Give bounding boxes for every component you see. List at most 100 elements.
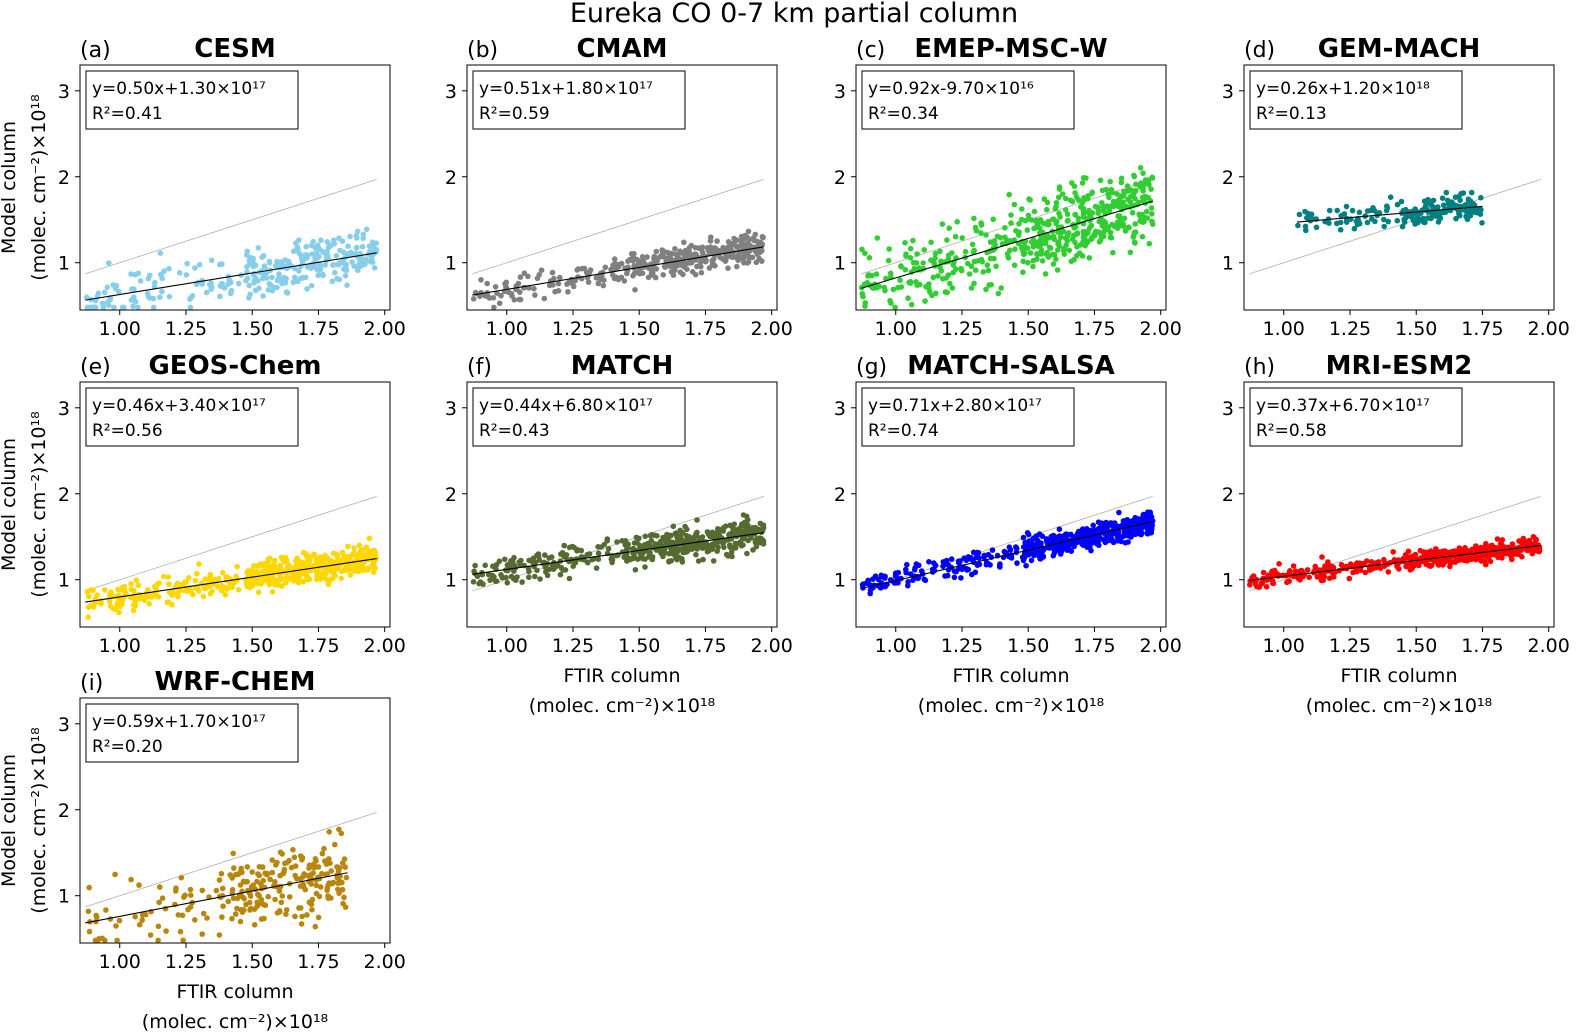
data-point <box>213 887 220 894</box>
data-point <box>1080 527 1086 533</box>
data-point <box>983 559 990 566</box>
data-point <box>1074 539 1080 546</box>
panel-title: MATCH-SALSA <box>907 351 1115 381</box>
data-point <box>281 869 287 875</box>
x-tick-label: 1.75 <box>684 635 726 657</box>
data-point <box>668 558 674 564</box>
data-point <box>636 535 642 542</box>
data-point <box>1021 243 1028 250</box>
data-point <box>333 252 340 259</box>
fit-annotation-box <box>861 70 1075 130</box>
data-point <box>482 562 489 569</box>
data-point <box>1083 237 1089 244</box>
data-point <box>358 262 365 269</box>
data-point <box>734 263 740 270</box>
data-point <box>104 284 111 291</box>
data-point <box>314 570 320 576</box>
data-point <box>237 882 244 888</box>
data-point <box>729 544 736 551</box>
data-point <box>510 563 517 569</box>
data-point <box>1474 209 1480 216</box>
data-point <box>341 266 347 272</box>
data-point <box>219 914 225 920</box>
data-point <box>1361 561 1367 568</box>
y-tick-label: 3 <box>58 81 70 103</box>
data-point <box>631 262 637 269</box>
data-point <box>928 257 934 264</box>
data-point <box>259 864 266 870</box>
data-point <box>128 876 134 883</box>
x-tick-label: 2.00 <box>1140 635 1182 657</box>
data-point <box>1370 205 1376 211</box>
data-point <box>244 864 251 870</box>
data-point <box>1095 210 1101 216</box>
data-point <box>1409 215 1416 222</box>
data-point <box>511 568 517 574</box>
data-point <box>682 549 689 555</box>
data-point <box>707 533 713 540</box>
data-point <box>1462 207 1469 214</box>
data-point <box>1481 553 1488 559</box>
data-point <box>745 537 751 544</box>
data-point <box>274 910 281 916</box>
data-point <box>543 569 549 575</box>
panel-label: (i) <box>80 671 103 696</box>
scatter-points <box>84 535 380 620</box>
data-point <box>938 258 944 265</box>
data-point <box>255 589 262 595</box>
data-point <box>645 274 652 281</box>
data-point <box>1025 212 1032 219</box>
data-point <box>679 537 685 543</box>
data-point <box>946 225 952 231</box>
data-point <box>972 267 979 274</box>
data-point <box>86 884 92 891</box>
data-point <box>503 574 509 581</box>
data-point <box>297 570 303 577</box>
data-point <box>1443 189 1450 196</box>
data-point <box>910 259 917 266</box>
data-point <box>1405 548 1412 555</box>
data-point <box>470 579 477 585</box>
data-point <box>255 278 261 284</box>
data-point <box>1079 253 1086 259</box>
data-point <box>632 287 638 293</box>
data-point <box>297 853 304 859</box>
data-point <box>740 512 747 518</box>
scatter-points <box>470 228 766 311</box>
data-point <box>235 871 242 877</box>
data-point <box>1314 574 1321 580</box>
data-point <box>330 262 337 268</box>
data-point <box>989 547 996 553</box>
data-point <box>517 562 524 568</box>
data-point <box>1399 223 1406 230</box>
data-point <box>974 549 981 556</box>
data-point <box>962 248 969 255</box>
data-point <box>971 215 977 222</box>
data-point <box>1086 535 1092 542</box>
data-point <box>756 255 762 262</box>
y-axis-label-line1: Model column <box>0 754 20 887</box>
data-point <box>1001 548 1008 555</box>
data-point <box>610 272 616 278</box>
data-point <box>956 560 962 566</box>
data-point <box>322 262 328 268</box>
data-point <box>732 540 739 547</box>
data-point <box>916 265 923 271</box>
y-tick-label: 1 <box>834 570 846 592</box>
data-point <box>98 600 104 607</box>
data-point <box>204 915 210 921</box>
data-point <box>1381 223 1387 230</box>
data-point <box>1020 258 1026 265</box>
data-point <box>908 301 915 308</box>
data-point <box>673 530 680 536</box>
data-point <box>324 887 330 893</box>
data-point <box>1144 215 1151 221</box>
data-point <box>150 304 157 311</box>
data-point <box>1143 208 1150 215</box>
data-point <box>251 563 257 569</box>
data-point <box>873 271 880 277</box>
data-point <box>907 245 914 252</box>
data-point <box>315 864 322 870</box>
data-point <box>184 260 190 267</box>
y-tick-label: 1 <box>1222 570 1234 592</box>
